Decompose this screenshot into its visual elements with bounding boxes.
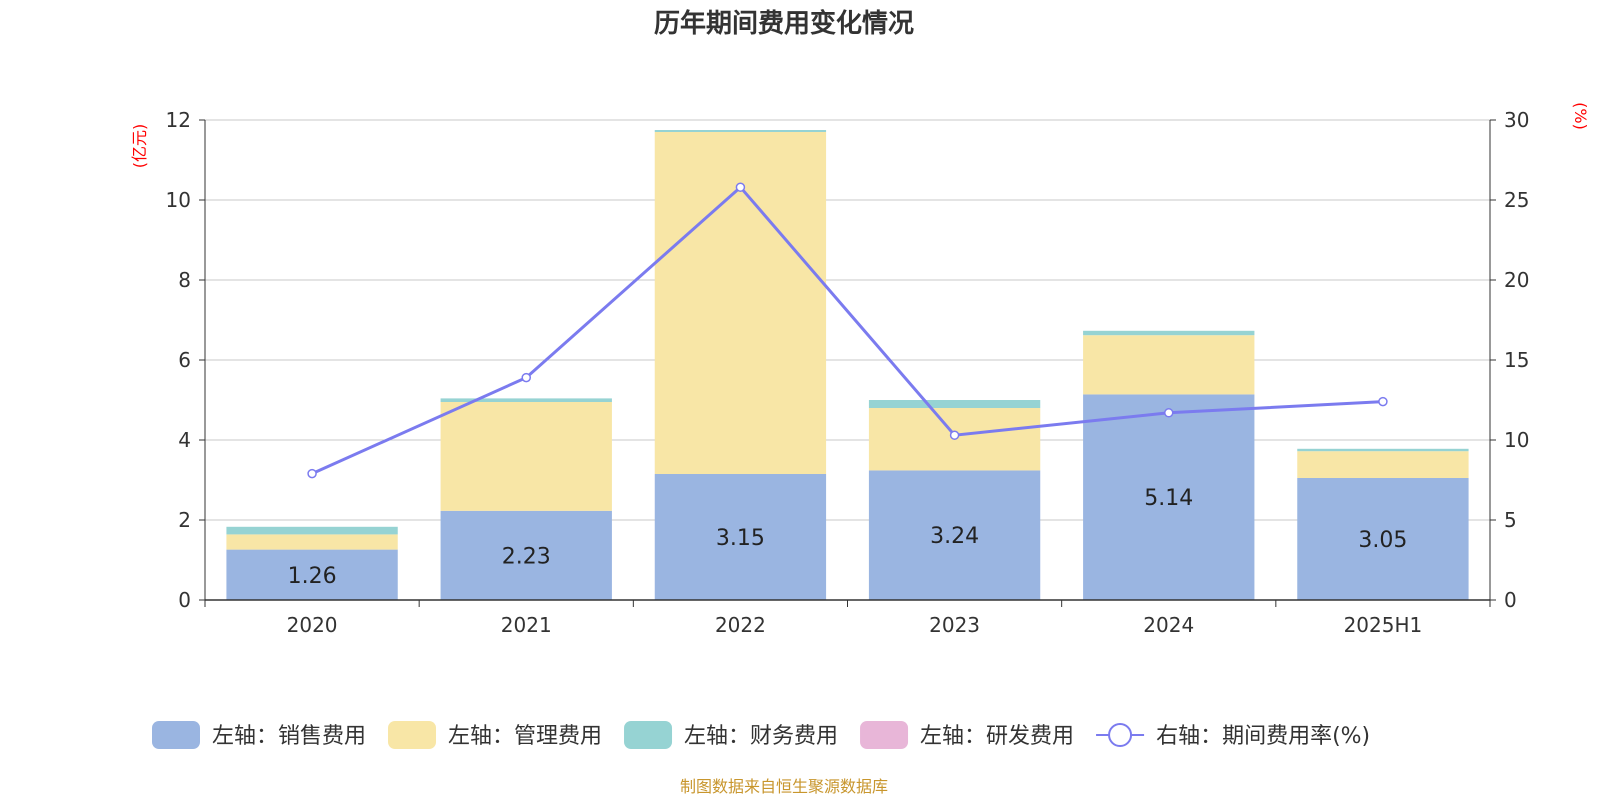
bar-segment: [440, 402, 612, 511]
bar-value-label: 3.24: [930, 524, 979, 549]
left-axis-tick-label: 6: [178, 348, 191, 372]
x-axis-tick-label: 2020: [287, 613, 338, 637]
left-axis-tick-label: 12: [166, 108, 191, 132]
right-axis-tick-label: 15: [1504, 348, 1529, 372]
bar-value-label: 2.23: [502, 544, 551, 569]
right-axis-tick-label: 5: [1504, 508, 1517, 532]
chart-title: 历年期间费用变化情况: [654, 8, 914, 39]
bar-value-label: 3.15: [716, 526, 765, 551]
left-axis-tick-label: 8: [178, 268, 191, 292]
left-axis-unit: (亿元): [130, 124, 149, 169]
bar-series: [226, 130, 1469, 600]
bar-segment: [440, 510, 612, 600]
bar-segment: [1297, 478, 1469, 600]
legend-label: 左轴：研发费用: [920, 724, 1074, 749]
bar-segment: [226, 549, 398, 600]
left-axis-tick-label: 4: [178, 428, 191, 452]
x-axis-tick-label: 2024: [1143, 613, 1194, 637]
right-axis-tick-label: 0: [1504, 588, 1517, 612]
legend: 左轴：销售费用 左轴：管理费用 左轴：财务费用 左轴：研发费用 右轴：期间费用率(%): [152, 721, 1370, 749]
right-axis-tick-label: 20: [1504, 268, 1529, 292]
rate-line: [311, 185, 1383, 475]
bar-segment: [1297, 448, 1469, 452]
left-axis-tick-label: 10: [166, 188, 191, 212]
rate-point: [735, 182, 746, 192]
bar-segment: [226, 534, 398, 550]
legend-label: 左轴：管理费用: [448, 724, 602, 749]
bar-segment: [1083, 394, 1255, 600]
x-axis-tick-label: 2022: [715, 613, 766, 637]
bar-segment: [868, 470, 1041, 600]
rate-line-series: [307, 182, 1388, 479]
bar-value-label: 5.14: [1144, 486, 1193, 511]
legend-marker: [1108, 723, 1133, 747]
x-axis-tick-label: 2025H1: [1344, 613, 1423, 637]
left-axis-tick-label: 0: [178, 588, 191, 612]
rate-point: [521, 372, 531, 383]
legend-swatch: [624, 721, 673, 749]
legend-label: 右轴：期间费用率(%): [1156, 724, 1370, 749]
bar-segment: [868, 400, 1041, 408]
legend-swatch: [860, 721, 909, 749]
right-axis-tick-label: 30: [1504, 108, 1529, 132]
rate-point: [307, 468, 317, 479]
bar-value-label: 1.26: [288, 564, 337, 589]
legend-label: 左轴：财务费用: [684, 724, 838, 749]
rate-point: [1378, 396, 1388, 407]
data-labels: 1.26 2.23 3.15 3.24 5.14 3.05: [288, 486, 1408, 589]
bar-segment: [654, 474, 827, 600]
bar-segment: [1083, 335, 1255, 395]
right-axis-tick-label: 25: [1504, 188, 1529, 212]
legend-swatch: [388, 721, 437, 749]
bar-segment: [1297, 451, 1469, 478]
right-axis-unit: (%): [1571, 102, 1590, 130]
left-axis-tick-label: 2: [178, 508, 191, 532]
x-axis-tick-label: 2023: [929, 613, 980, 637]
legend-label: 左轴：销售费用: [212, 724, 366, 749]
gridlines: [205, 119, 1490, 521]
rate-point: [949, 430, 960, 440]
axes: 0 2 4 6 8 10 12 0 5 10 15 20 25 30 2020 2021 2022 2023 202…: [166, 108, 1530, 637]
rate-point: [1164, 408, 1174, 418]
source-note: 制图数据来自恒生聚源数据库: [680, 777, 888, 796]
right-axis-tick-label: 10: [1504, 428, 1529, 452]
legend-swatch: [152, 721, 200, 749]
bar-segment: [226, 526, 398, 535]
bar-segment: [654, 130, 827, 132]
bar-value-label: 3.05: [1358, 528, 1407, 553]
bar-segment: [440, 398, 612, 402]
bar-segment: [1083, 330, 1255, 336]
x-axis-tick-label: 2021: [501, 613, 552, 637]
